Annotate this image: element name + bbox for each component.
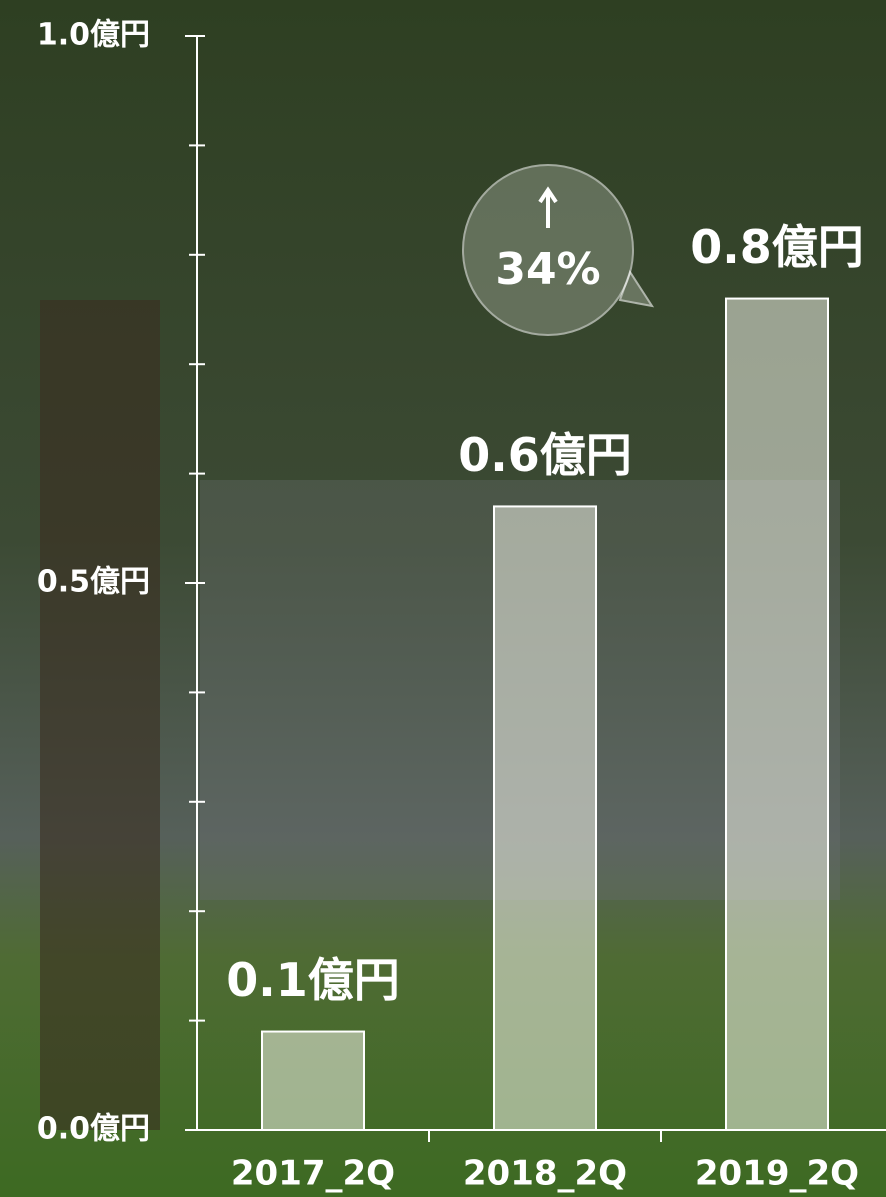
value-label: 0.1億円 [226,953,400,1007]
y-tick-label: 1.0億円 [37,18,150,53]
x-tick-label: 2018_2Q [463,1154,627,1194]
annotation: 34% [495,244,600,295]
tree-trunk [40,300,160,1130]
bar [262,1032,364,1130]
value-label: 0.6億円 [458,428,632,482]
y-tick-label: 0.5億円 [37,565,150,600]
y-tick-label: 0.0億円 [37,1112,150,1147]
bar [494,506,596,1130]
chart: 34% 0.0億円 0.5億円 1.0億円 2017_2Q 0.1億円 2018_2Q 0.… [0,0,886,1197]
x-tick-label: 2019_2Q [695,1154,859,1194]
page: {"chart_data": {"type": "bar", "categori… [0,0,886,1197]
x-tick-label: 2017_2Q [231,1154,395,1194]
bar [726,299,828,1130]
value-label: 0.8億円 [690,220,864,274]
